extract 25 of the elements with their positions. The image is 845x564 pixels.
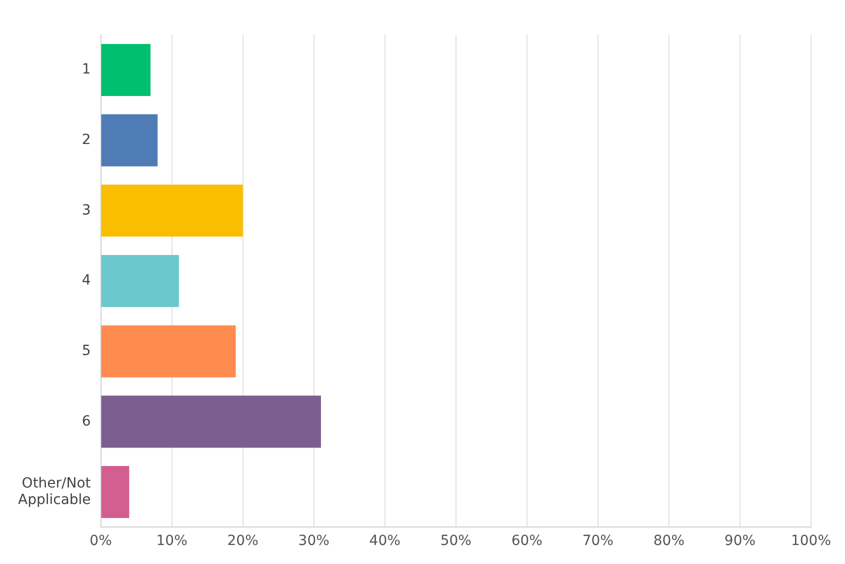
- x-tick-label: 40%: [369, 533, 400, 550]
- x-tick-label: 60%: [511, 533, 542, 550]
- y-tick-label: 3: [82, 202, 91, 218]
- x-tick-label: 80%: [653, 533, 685, 550]
- bar: [101, 254, 179, 308]
- x-tick-label: 10%: [156, 533, 188, 550]
- bar: [101, 44, 151, 96]
- x-tick-label: 30%: [298, 533, 330, 550]
- x-tick-label: 70%: [582, 533, 614, 550]
- x-tick-label: 50%: [440, 533, 472, 550]
- bar: [101, 184, 243, 237]
- y-tick-label: 2: [82, 132, 91, 148]
- x-tick-label: 100%: [790, 533, 832, 550]
- y-tick-label: Other/Not Applicable: [18, 475, 92, 508]
- y-tick-label: 4: [82, 272, 91, 289]
- y-tick-label: 5: [82, 342, 91, 359]
- y-tick-label: 1: [82, 62, 91, 78]
- x-tick-label: 90%: [724, 533, 756, 550]
- bar: [101, 325, 236, 378]
- y-tick-label: 6: [82, 413, 91, 430]
- x-tick-label: 20%: [227, 533, 258, 550]
- bar: [101, 396, 321, 448]
- bar: [101, 466, 130, 518]
- bar: [101, 114, 158, 166]
- x-tick-label: 0%: [90, 533, 112, 550]
